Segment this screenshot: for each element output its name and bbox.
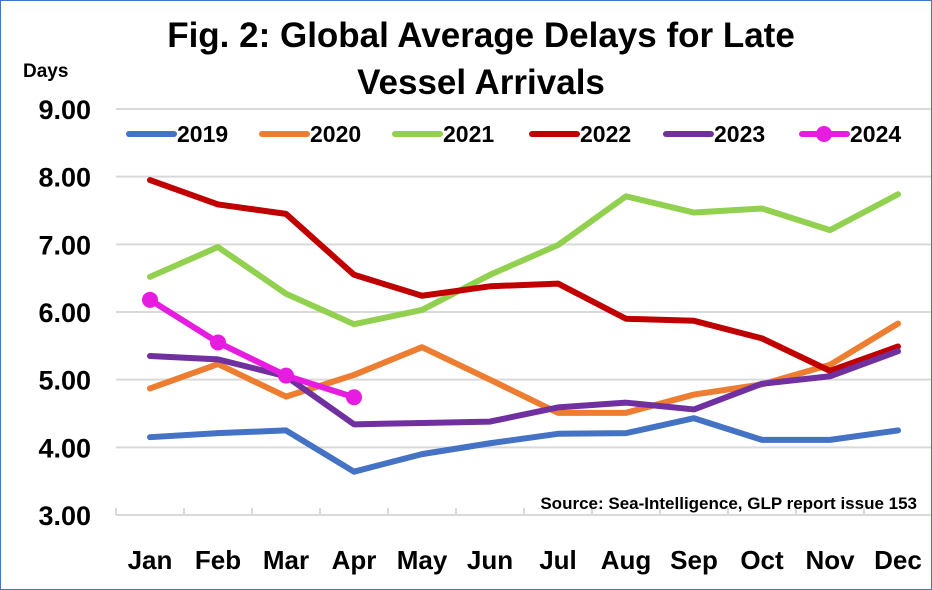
y-axis-ticks: 3.00 4.00 5.00 6.00 7.00 8.00 9.00 xyxy=(38,95,91,531)
x-tick-label: Oct xyxy=(740,545,784,575)
legend-item-2023: 2023 xyxy=(663,121,765,147)
source-annotation: Source: Sea-Intelligence, GLP report iss… xyxy=(540,494,917,513)
series-line-2019 xyxy=(147,415,901,475)
y-axis-label: Days xyxy=(23,61,68,82)
legend-label: 2024 xyxy=(850,121,901,147)
legend-item-2021: 2021 xyxy=(392,121,494,147)
series-line-2024 xyxy=(147,296,357,401)
x-axis-tick-labels: Jan Feb Mar Apr May Jun Jul Aug Sep Oct Nov Dec xyxy=(128,545,922,575)
legend-item-2020: 2020 xyxy=(259,121,361,147)
y-tick-label: 6.00 xyxy=(38,298,91,328)
series-2024 xyxy=(142,291,362,406)
chart-title-line-2: Vessel Arrivals xyxy=(357,63,605,102)
data-point xyxy=(346,389,362,406)
x-tick-label: Jun xyxy=(467,545,513,575)
chart-title: Fig. 2: Global Average Delays for Late V… xyxy=(167,16,795,102)
x-tick-label: Feb xyxy=(195,545,241,575)
legend-label: 2021 xyxy=(443,121,494,147)
x-tick-label: Nov xyxy=(805,545,855,575)
data-point xyxy=(278,367,294,384)
chart-title-line-1: Fig. 2: Global Average Delays for Late xyxy=(167,16,795,55)
legend-label: 2022 xyxy=(580,121,631,147)
legend-item-2022: 2022 xyxy=(529,121,631,147)
series-2023 xyxy=(147,348,901,428)
legend-marker xyxy=(816,126,832,142)
y-tick-label: 7.00 xyxy=(38,230,91,260)
y-tick-label: 8.00 xyxy=(38,163,91,193)
x-tick-label: May xyxy=(397,545,448,575)
x-tick-label: Jan xyxy=(128,545,173,575)
y-tick-label: 4.00 xyxy=(38,433,91,463)
series-line-2023 xyxy=(147,348,901,428)
legend-label: 2020 xyxy=(310,121,361,147)
legend-label: 2023 xyxy=(714,121,765,147)
series-lines xyxy=(142,177,901,475)
x-tick-label: Jul xyxy=(539,545,577,575)
legend-label: 2019 xyxy=(177,121,228,147)
y-tick-label: 5.00 xyxy=(38,366,91,396)
series-2019 xyxy=(147,415,901,475)
data-point xyxy=(142,291,158,308)
x-axis xyxy=(115,508,931,516)
series-line-2022 xyxy=(147,177,901,374)
series-2022 xyxy=(147,177,901,374)
x-tick-label: Mar xyxy=(263,545,309,575)
x-tick-label: Dec xyxy=(874,545,922,575)
x-tick-label: Aug xyxy=(601,545,652,575)
legend-item-2019: 2019 xyxy=(126,121,228,147)
data-point xyxy=(210,334,226,351)
y-tick-label: 3.00 xyxy=(38,501,91,531)
series-line-2021 xyxy=(147,191,901,328)
legend: 2019 2020 2021 2022 2023 2024 xyxy=(126,121,901,147)
y-tick-label: 9.00 xyxy=(38,95,91,125)
series-2021 xyxy=(147,191,901,328)
x-tick-label: Sep xyxy=(670,545,718,575)
legend-item-2024: 2024 xyxy=(799,121,901,147)
x-tick-label: Apr xyxy=(332,545,377,575)
